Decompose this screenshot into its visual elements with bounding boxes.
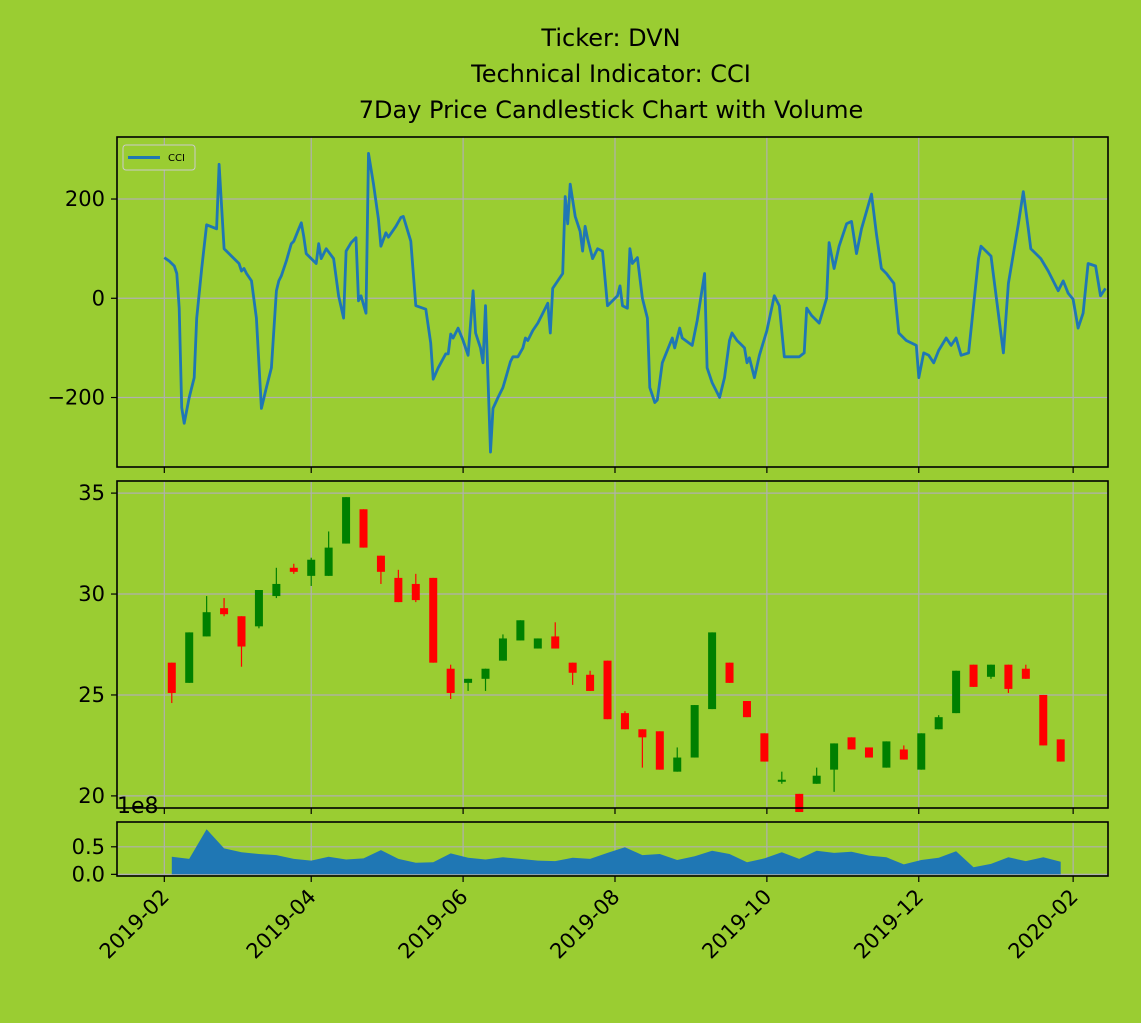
candle-body <box>795 793 804 813</box>
cci-ytick-label: −200 <box>47 386 105 410</box>
candle-body <box>586 674 595 691</box>
candle-body <box>830 743 839 770</box>
candle-body <box>952 670 961 714</box>
candle-body <box>1056 739 1065 762</box>
price-ytick-label: 30 <box>78 582 105 606</box>
title-line-description: 7Day Price Candlestick Chart with Volume <box>359 96 864 124</box>
candle-body <box>167 662 176 693</box>
candle-body <box>359 509 368 548</box>
cci-line <box>163 151 1107 454</box>
candle-body <box>969 664 978 687</box>
candle-body <box>690 705 699 758</box>
candle-body <box>603 660 612 720</box>
candle-body <box>620 713 629 730</box>
chart-title: Ticker: DVN Technical Indicator: CCI 7Da… <box>359 24 864 124</box>
candle-body <box>1021 668 1030 679</box>
candle-body <box>516 620 525 641</box>
candle-body <box>742 701 751 718</box>
x-tick-label: 2019-12 <box>849 885 928 964</box>
candle-body <box>708 632 717 710</box>
x-tick-label: 2019-08 <box>546 885 625 964</box>
candle-body <box>917 733 926 770</box>
candle-body <box>533 638 542 649</box>
candle-body <box>237 616 246 647</box>
candle-body <box>568 662 577 673</box>
cci-frame <box>116 136 1109 468</box>
price-frame <box>116 480 1109 809</box>
candle-body <box>655 731 664 770</box>
candle-body <box>934 717 943 730</box>
title-line-ticker: Ticker: DVN <box>540 24 680 52</box>
candle-body <box>411 583 420 601</box>
cci-legend: CCI <box>122 144 196 171</box>
candle-body <box>673 757 682 772</box>
candle-body <box>638 729 647 738</box>
candle-body <box>812 775 821 784</box>
price-ytick-label: 35 <box>78 481 105 505</box>
candle-body <box>760 733 769 762</box>
candle-body <box>551 636 560 649</box>
volume-frame <box>116 821 1109 877</box>
candle-body <box>254 590 263 627</box>
x-tick-label: 2019-06 <box>394 885 473 964</box>
candle-body <box>464 678 473 683</box>
candle-body <box>394 577 403 603</box>
candle-body <box>847 737 856 750</box>
cci-panel: 200 0 −200 <box>47 136 1109 473</box>
x-tick-label: 2019-02 <box>95 885 174 964</box>
candle-body <box>777 779 786 782</box>
candle-body <box>882 741 891 768</box>
x-tick-label: 2020-02 <box>1004 885 1083 964</box>
candle-body <box>481 668 490 679</box>
price-panel: 35 30 25 20 <box>78 480 1109 814</box>
candle-body <box>429 577 438 663</box>
legend-label-cci: CCI <box>168 153 185 164</box>
cci-ytick-label: 200 <box>65 187 105 211</box>
candle-body <box>864 747 873 758</box>
candle-body <box>446 668 455 693</box>
candle-body <box>185 632 194 683</box>
candle-body <box>498 638 507 661</box>
candle-body <box>986 664 995 677</box>
volume-ytick-label: 0.5 <box>72 835 105 859</box>
volume-area <box>171 829 1061 875</box>
candle-body <box>202 612 211 637</box>
price-ytick-label: 25 <box>78 683 105 707</box>
candle-body <box>1004 664 1013 689</box>
volume-offset-label: 1e8 <box>117 794 159 819</box>
candle-body <box>1039 694 1048 746</box>
candle-body <box>307 559 316 576</box>
candle-body <box>376 555 385 572</box>
candle-body <box>324 547 333 576</box>
price-background <box>117 481 1108 808</box>
x-tick-label: 2019-04 <box>242 885 321 964</box>
candle-body <box>289 567 298 572</box>
candle-body <box>220 608 229 615</box>
candle-body <box>725 662 734 683</box>
volume-ytick-label: 0.0 <box>72 862 105 886</box>
candle-body <box>899 749 908 760</box>
candle-body <box>342 497 351 544</box>
candle-body <box>272 583 281 597</box>
price-ytick-label: 20 <box>78 784 105 808</box>
cci-ytick-label: 0 <box>92 286 105 310</box>
title-line-indicator: Technical Indicator: CCI <box>470 60 751 88</box>
x-tick-label: 2019-10 <box>697 885 776 964</box>
